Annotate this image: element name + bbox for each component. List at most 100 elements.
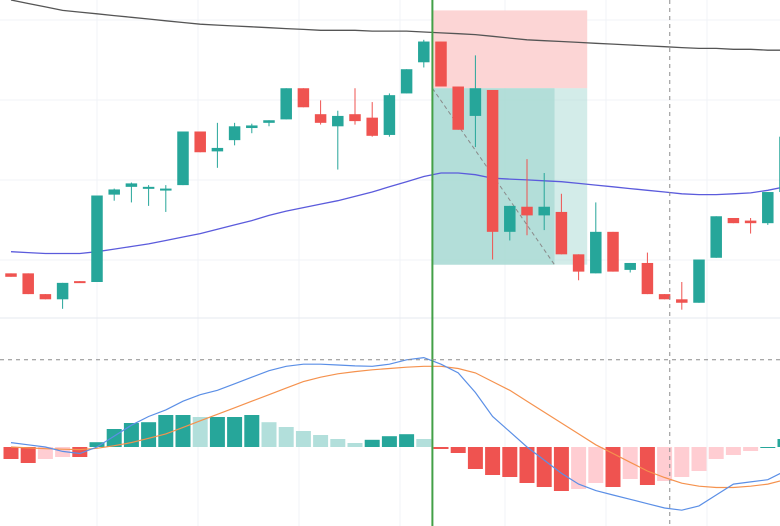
candle-body bbox=[504, 205, 516, 232]
bearish-candle bbox=[486, 89, 499, 260]
bearish-candle bbox=[22, 273, 34, 295]
histogram-bar bbox=[725, 447, 741, 455]
signal-line bbox=[10, 365, 780, 489]
histogram-bar bbox=[519, 447, 535, 483]
histogram-bar bbox=[20, 447, 36, 463]
histogram-bar bbox=[330, 439, 346, 447]
bullish-candle bbox=[332, 110, 344, 170]
bullish-candle bbox=[56, 282, 69, 309]
candle-body bbox=[607, 231, 619, 272]
candle-body bbox=[263, 120, 275, 123]
histogram-bar bbox=[743, 447, 759, 451]
bearish-candle bbox=[641, 252, 654, 295]
bearish-candle bbox=[452, 86, 464, 130]
candle-body bbox=[744, 220, 757, 224]
bullish-candle bbox=[108, 188, 120, 201]
candle-body bbox=[211, 147, 224, 152]
histogram-bar bbox=[691, 447, 707, 471]
candlesticks bbox=[5, 39, 780, 310]
histogram-bar bbox=[674, 447, 690, 477]
candle-body bbox=[125, 183, 138, 187]
candle-body bbox=[246, 125, 258, 129]
candle-body bbox=[590, 231, 602, 274]
histogram-bar bbox=[72, 447, 88, 457]
bearish-candle bbox=[74, 281, 86, 284]
bearish-candle bbox=[5, 273, 17, 277]
bullish-candle bbox=[762, 192, 774, 225]
candle-body bbox=[332, 115, 344, 127]
candle-body bbox=[555, 211, 568, 255]
bearish-candle bbox=[349, 88, 361, 125]
histogram-bar bbox=[605, 447, 621, 487]
bearish-candle bbox=[314, 100, 327, 125]
candle-body bbox=[228, 126, 241, 141]
candle-body bbox=[194, 131, 206, 153]
bullish-candle bbox=[590, 202, 602, 274]
bullish-candle bbox=[624, 262, 636, 273]
histogram-bar bbox=[588, 447, 604, 483]
bullish-candle bbox=[400, 69, 413, 94]
bullish-candle bbox=[538, 173, 550, 231]
bullish-candle bbox=[383, 93, 396, 137]
bullish-candle bbox=[211, 122, 224, 168]
histogram-bar bbox=[364, 439, 380, 447]
candle-body bbox=[314, 114, 327, 123]
bearish-candle bbox=[521, 159, 533, 236]
candle-body bbox=[727, 217, 740, 224]
histogram-bar bbox=[485, 447, 501, 475]
histogram-bar bbox=[416, 439, 432, 447]
histogram-bar bbox=[467, 447, 483, 469]
histogram-bar bbox=[295, 431, 311, 447]
candle-body bbox=[469, 88, 482, 116]
histogram-bar bbox=[399, 434, 415, 447]
candle-body bbox=[658, 294, 671, 300]
candle-body bbox=[572, 254, 585, 272]
candle-body bbox=[74, 281, 86, 284]
histogram-bar bbox=[278, 427, 294, 447]
candle-body bbox=[624, 262, 636, 270]
bullish-candle bbox=[142, 185, 155, 206]
histogram-bar bbox=[89, 442, 105, 447]
candle-body bbox=[142, 186, 155, 189]
candle-body bbox=[160, 188, 172, 191]
candle-body bbox=[486, 89, 499, 232]
mid-moving-average-line bbox=[10, 172, 780, 255]
histogram-bar bbox=[760, 447, 776, 448]
histogram-bar bbox=[37, 447, 53, 459]
histogram-bar bbox=[571, 447, 587, 489]
histogram-bar bbox=[639, 447, 655, 485]
bearish-candle bbox=[555, 193, 568, 255]
stop-loss-zone[interactable] bbox=[432, 10, 588, 89]
bullish-candle bbox=[160, 185, 172, 212]
bearish-candle bbox=[366, 102, 378, 137]
moving-averages bbox=[10, 0, 780, 255]
histogram-bar bbox=[347, 443, 363, 447]
histogram-bar bbox=[261, 422, 277, 447]
bullish-candle bbox=[228, 122, 241, 146]
histogram-bar bbox=[553, 447, 569, 491]
bearish-candle bbox=[194, 131, 206, 153]
candle-body bbox=[108, 189, 120, 195]
histogram-bar bbox=[175, 415, 191, 447]
candle-body bbox=[521, 206, 533, 216]
candle-body bbox=[91, 195, 103, 282]
macd-line bbox=[10, 356, 780, 511]
candle-body bbox=[297, 88, 310, 108]
long-moving-average-line bbox=[10, 0, 780, 51]
histogram-bar bbox=[141, 422, 157, 447]
histogram-bar bbox=[450, 447, 466, 453]
histogram-bar bbox=[708, 447, 724, 459]
candle-body bbox=[349, 114, 361, 122]
histogram-bar bbox=[158, 415, 174, 447]
bearish-candle bbox=[297, 88, 310, 108]
candle-body bbox=[5, 273, 17, 277]
histogram-bar bbox=[536, 447, 552, 487]
bullish-candle bbox=[246, 123, 258, 134]
candle-body bbox=[762, 192, 774, 224]
bearish-candle bbox=[607, 231, 619, 272]
bullish-candle bbox=[91, 195, 103, 282]
bearish-candle bbox=[572, 254, 585, 281]
